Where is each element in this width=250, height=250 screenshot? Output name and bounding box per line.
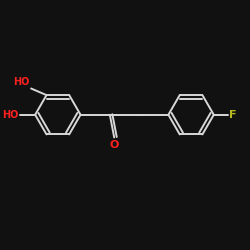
- Text: O: O: [110, 140, 119, 150]
- Text: F: F: [229, 110, 237, 120]
- Text: HO: HO: [2, 110, 18, 120]
- Text: HO: HO: [13, 77, 30, 87]
